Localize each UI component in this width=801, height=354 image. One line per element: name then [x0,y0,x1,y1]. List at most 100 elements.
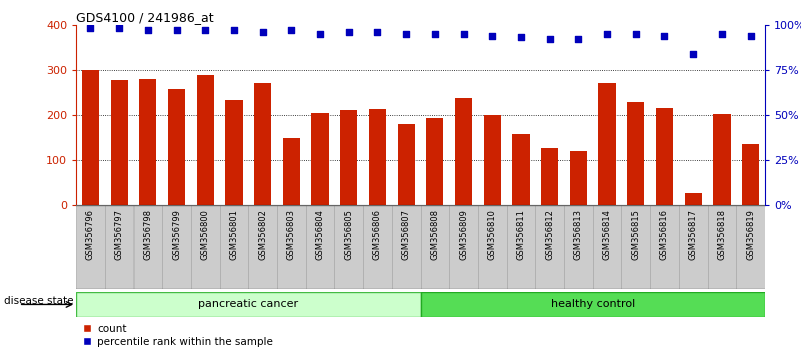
Point [113,25,126,31]
Bar [363,205,392,289]
Bar [570,151,587,205]
Bar [76,292,421,317]
Bar [449,205,478,289]
Bar [191,205,219,289]
Text: GSM356797: GSM356797 [115,210,123,261]
Text: GSM356804: GSM356804 [316,210,324,260]
Point [630,31,642,37]
Text: GSM356815: GSM356815 [631,210,640,260]
Point [84,25,97,31]
Point [543,36,556,42]
Text: GSM356800: GSM356800 [201,210,210,260]
Bar [535,205,564,289]
Point [227,27,240,33]
Point [486,33,499,39]
Text: GSM356806: GSM356806 [373,210,382,261]
Text: GSM356816: GSM356816 [660,210,669,261]
Point [572,36,585,42]
Bar [707,205,736,289]
Bar [368,109,386,205]
Point [514,35,527,40]
Bar [248,205,277,289]
Bar [334,205,363,289]
Bar [397,124,415,205]
Point [457,31,470,37]
Bar [254,84,272,205]
Bar [685,193,702,205]
Bar [622,205,650,289]
Bar [225,100,243,205]
Text: GSM356809: GSM356809 [459,210,468,260]
Point [256,29,269,35]
Bar [513,134,529,205]
Bar [455,98,472,205]
Bar [541,148,558,205]
Text: GSM356813: GSM356813 [574,210,583,261]
Text: GDS4100 / 241986_at: GDS4100 / 241986_at [76,11,214,24]
Text: GSM356810: GSM356810 [488,210,497,260]
Point [400,31,413,37]
Bar [105,205,134,289]
Bar [650,205,678,289]
Bar [392,205,421,289]
Point [371,29,384,35]
Bar [598,84,616,205]
Bar [736,205,765,289]
Text: GSM356799: GSM356799 [172,210,181,260]
Point [199,27,211,33]
Point [142,27,155,33]
Bar [678,205,707,289]
Bar [426,118,444,205]
Bar [196,75,214,205]
Text: GSM356814: GSM356814 [602,210,612,260]
Bar [162,205,191,289]
Bar [340,110,357,205]
Bar [564,205,593,289]
Bar [421,292,765,317]
Bar [134,205,162,289]
Bar [713,114,731,205]
Bar [312,113,328,205]
Text: pancreatic cancer: pancreatic cancer [198,299,298,309]
Bar [484,115,501,205]
Text: GSM356819: GSM356819 [746,210,755,260]
Text: GSM356796: GSM356796 [86,210,95,261]
Text: GSM356798: GSM356798 [143,210,152,261]
Point [285,27,298,33]
Bar [627,102,644,205]
Text: GSM356812: GSM356812 [545,210,554,260]
Bar [219,205,248,289]
Point [744,33,757,39]
Point [429,31,441,37]
Text: GSM356818: GSM356818 [718,210,727,261]
Text: GSM356808: GSM356808 [430,210,440,261]
Bar [139,79,156,205]
Bar [742,144,759,205]
Bar [421,205,449,289]
Point [170,27,183,33]
Text: GSM356805: GSM356805 [344,210,353,260]
Bar [656,108,673,205]
Point [686,51,699,57]
Bar [478,205,506,289]
Bar [506,205,535,289]
Text: GSM356802: GSM356802 [258,210,268,260]
Bar [168,89,185,205]
Bar [76,205,105,289]
Text: GSM356807: GSM356807 [401,210,411,261]
Text: GSM356817: GSM356817 [689,210,698,261]
Point [658,33,671,39]
Text: GSM356811: GSM356811 [517,210,525,260]
Text: GSM356803: GSM356803 [287,210,296,261]
Bar [283,138,300,205]
Bar [82,70,99,205]
Point [715,31,728,37]
Point [342,29,355,35]
Bar [306,205,334,289]
Point [314,31,327,37]
Bar [593,205,622,289]
Text: healthy control: healthy control [550,299,635,309]
Text: disease state: disease state [4,296,74,306]
Bar [111,80,127,205]
Point [601,31,614,37]
